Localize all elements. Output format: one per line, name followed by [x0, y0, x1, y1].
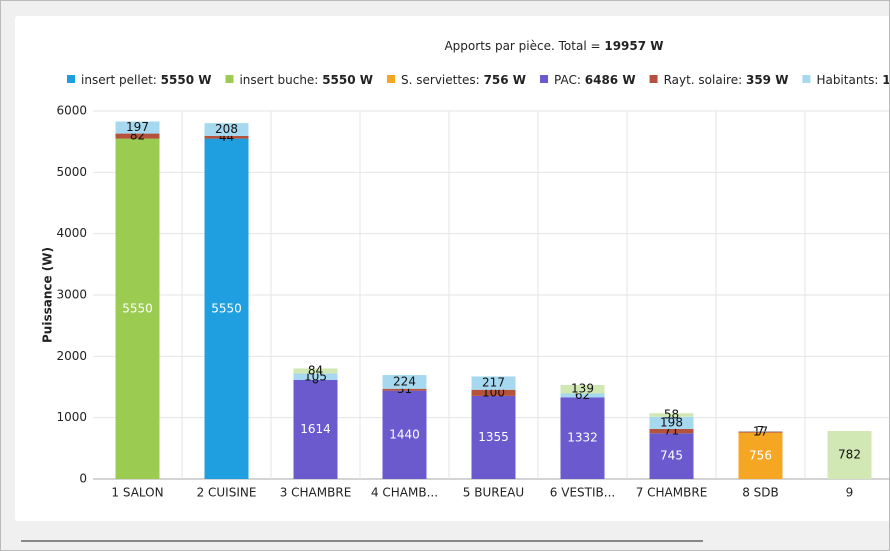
y-tick-label: 0: [79, 472, 87, 486]
data-label: 197: [126, 120, 149, 134]
bar-segment: [204, 135, 249, 139]
legend-name: insert pellet:: [81, 73, 157, 87]
legend-name: Habitants:: [816, 73, 878, 87]
bar-segment: [738, 431, 783, 433]
x-tick-label: 6 VESTIB...: [550, 486, 615, 500]
data-label: 84: [308, 363, 323, 377]
bar-segment: [204, 138, 249, 479]
data-label: 5550: [122, 301, 153, 315]
y-tick-label: 4000: [56, 226, 87, 240]
legend-name: insert buche:: [239, 73, 318, 87]
legend-label: PAC: 6486 W: [554, 73, 636, 87]
bar-segment: [738, 432, 783, 479]
bar-segment: [382, 375, 427, 389]
legend-total: 756 W: [484, 73, 526, 87]
y-tick-label: 2000: [56, 349, 87, 363]
legend-marker: [67, 75, 75, 83]
data-label: 198: [660, 415, 683, 429]
legend-name: Rayt. solaire:: [664, 73, 743, 87]
data-label: 1332: [567, 431, 598, 445]
bar-segment: [649, 428, 694, 434]
title-text: Apports par pièce. Total =: [444, 39, 604, 53]
data-label: 58: [664, 408, 679, 422]
bar-segment: [382, 388, 427, 391]
legend-marker: [387, 75, 395, 83]
x-tick-label: 9: [846, 486, 854, 500]
legend-marker: [540, 75, 549, 83]
bar-segment: [204, 123, 249, 136]
data-label: 139: [571, 382, 594, 396]
bar-segment: [649, 416, 694, 429]
x-tick-label: 5 BUREAU: [463, 486, 524, 500]
data-label: 745: [660, 449, 683, 463]
x-tick-label: 1 SALON: [111, 486, 163, 500]
legend-total: 359 W: [746, 73, 788, 87]
bar-segment: [293, 373, 338, 381]
bar-segment: [649, 433, 694, 479]
legend-marker: [802, 75, 811, 83]
legend-marker: [649, 75, 658, 83]
chart-title: Apports par pièce. Total = 19957 W: [444, 39, 663, 53]
bar-segment: [649, 413, 694, 417]
data-label: 1355: [478, 430, 509, 444]
y-tick-label: 3000: [56, 288, 87, 302]
legend-label: Habitants: 1255 W: [816, 73, 889, 87]
bar-segment: [115, 133, 160, 139]
legend-label: insert buche: 5550 W: [239, 73, 373, 87]
legend-label: insert pellet: 5550 W: [81, 73, 211, 87]
legend-total: 1255 W: [882, 73, 889, 87]
y-axis-label: Puissance (W): [41, 247, 55, 343]
bar-segment: [560, 397, 605, 479]
y-tick-label: 1000: [56, 410, 87, 424]
title-total: 19957 W: [604, 39, 663, 53]
data-label: 17: [753, 425, 768, 439]
data-label: 1440: [389, 427, 420, 441]
x-tick-label: 8 SDB: [742, 486, 779, 500]
legend-total: 6486 W: [585, 73, 636, 87]
legend-marker: [225, 75, 234, 83]
bar-segment: [293, 368, 338, 374]
data-label: 7: [757, 424, 765, 438]
bar-segment: [560, 393, 605, 398]
x-tick-label: 4 CHAMB...: [371, 486, 438, 500]
data-label: 1614: [300, 422, 331, 436]
y-tick-label: 5000: [56, 165, 87, 179]
bar-segment: [560, 384, 605, 394]
legend-label: Rayt. solaire: 359 W: [664, 73, 789, 87]
x-tick-label: 3 CHAMBRE: [280, 486, 352, 500]
bar-segment: [293, 380, 338, 479]
bar-segment: [115, 121, 160, 134]
legend-total: 5550 W: [322, 73, 373, 87]
legend-label: S. serviettes: 756 W: [401, 73, 526, 87]
bar-segment: [382, 390, 427, 479]
bar-segment: [471, 395, 516, 479]
x-tick-label: 2 CUISINE: [197, 486, 257, 500]
x-tick-label: 7 CHAMBRE: [636, 486, 708, 500]
data-label: 5550: [211, 301, 242, 315]
bar-segment: [471, 389, 516, 396]
bar-segment: [827, 431, 872, 479]
data-label: 208: [215, 122, 238, 136]
legend-name: S. serviettes:: [401, 73, 480, 87]
data-label: 782: [838, 448, 861, 462]
legend-total: 5550 W: [161, 73, 212, 87]
y-tick-label: 6000: [56, 104, 87, 118]
bar-segment: [115, 138, 160, 479]
data-label: 217: [482, 376, 505, 390]
bar-segment: [471, 376, 516, 390]
data-label: 756: [749, 448, 772, 462]
data-label: 224: [393, 374, 416, 388]
legend-name: PAC:: [554, 73, 581, 87]
